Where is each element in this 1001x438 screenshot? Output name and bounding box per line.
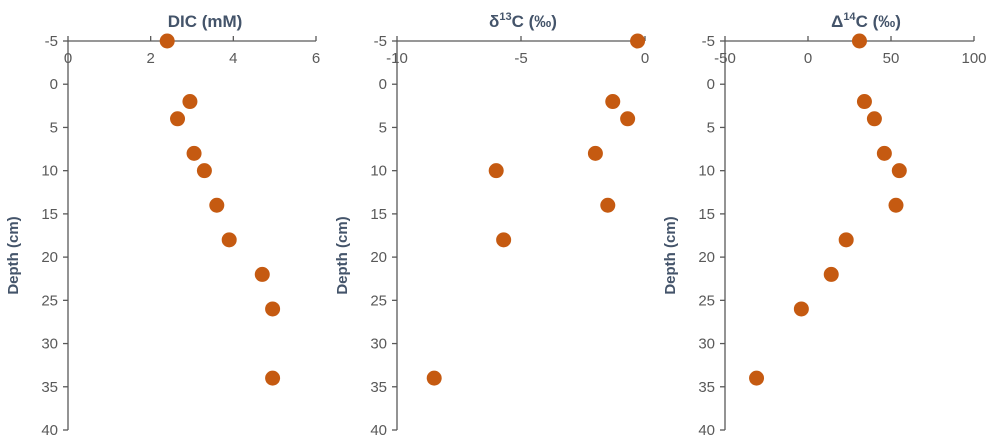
data-point (851, 33, 867, 49)
y-tick-label: 35 (370, 379, 387, 396)
data-point (620, 111, 636, 127)
y-tick-label: 0 (50, 76, 58, 93)
y-tick-label: 25 (698, 292, 715, 309)
y-tick-label: 35 (698, 379, 715, 396)
y-tick-label: 5 (707, 119, 715, 136)
y-axis-label: Depth (cm) (334, 216, 351, 294)
y-tick-label: 40 (698, 422, 715, 438)
x-tick-label: 0 (64, 50, 72, 67)
data-point (605, 94, 621, 110)
chart-panel-1: 0 2 4 6 -5 0 5 10 15 20 25 30 35 40 Depth (cm) DIC (mM) (5, 12, 320, 438)
data-point (823, 266, 839, 282)
data-point (170, 111, 186, 127)
data-point (888, 197, 904, 213)
y-tick-label: 10 (370, 163, 387, 180)
y-tick-label: 40 (41, 422, 58, 438)
data-point (265, 370, 281, 386)
y-axis-label: Depth (cm) (5, 216, 22, 294)
data-point (159, 33, 175, 49)
data-point (182, 94, 198, 110)
x-tick-label: 0 (804, 50, 812, 67)
y-tick-label: 25 (41, 292, 58, 309)
y-tick-label: 15 (370, 206, 387, 223)
y-tick-label: -5 (45, 33, 58, 50)
data-point (254, 266, 270, 282)
y-tick-label: 20 (41, 249, 58, 266)
data-point (600, 197, 616, 213)
y-tick-label: 5 (50, 119, 58, 136)
data-point (265, 301, 281, 317)
y-tick-label: 0 (379, 76, 387, 93)
x-tick-label: 100 (961, 50, 986, 67)
y-tick-label: 5 (379, 119, 387, 136)
x-tick-label: 6 (312, 50, 320, 67)
data-point (866, 111, 882, 127)
x-tick-label: 50 (883, 50, 900, 67)
data-point (876, 145, 892, 161)
chart-title: δ13C (‰) (489, 11, 557, 31)
data-point (749, 370, 765, 386)
y-tick-label: 20 (698, 249, 715, 266)
data-point (488, 163, 504, 179)
data-point (426, 370, 442, 386)
y-tick-label: 0 (707, 76, 715, 93)
data-point (209, 197, 225, 213)
y-tick-label: 10 (698, 163, 715, 180)
data-point (186, 145, 202, 161)
data-point (630, 33, 646, 49)
y-tick-label: 15 (41, 206, 58, 223)
y-tick-label: 40 (370, 422, 387, 438)
data-point (587, 145, 603, 161)
y-tick-label: 10 (41, 163, 58, 180)
x-tick-label: -5 (514, 50, 527, 67)
y-tick-label: 20 (370, 249, 387, 266)
data-point (496, 232, 512, 248)
y-tick-label: 30 (370, 336, 387, 353)
data-point (793, 301, 809, 317)
y-tick-label: -5 (702, 33, 715, 50)
data-point (891, 163, 907, 179)
y-tick-label: 25 (370, 292, 387, 309)
y-tick-label: 30 (41, 336, 58, 353)
y-tick-label: 30 (698, 336, 715, 353)
x-tick-label: 2 (146, 50, 154, 67)
x-tick-label: -10 (386, 50, 408, 67)
data-point (221, 232, 237, 248)
x-tick-label: 0 (641, 50, 649, 67)
y-tick-label: -5 (374, 33, 387, 50)
y-axis-label: Depth (cm) (662, 216, 679, 294)
data-point (838, 232, 854, 248)
x-tick-label: 4 (229, 50, 237, 67)
chart-title: DIC (mM) (168, 12, 243, 31)
chart-title: Δ14C (‰) (831, 11, 901, 31)
y-tick-label: 15 (698, 206, 715, 223)
y-tick-label: 35 (41, 379, 58, 396)
x-tick-label: -50 (714, 50, 736, 67)
data-point (196, 163, 212, 179)
data-point (856, 94, 872, 110)
